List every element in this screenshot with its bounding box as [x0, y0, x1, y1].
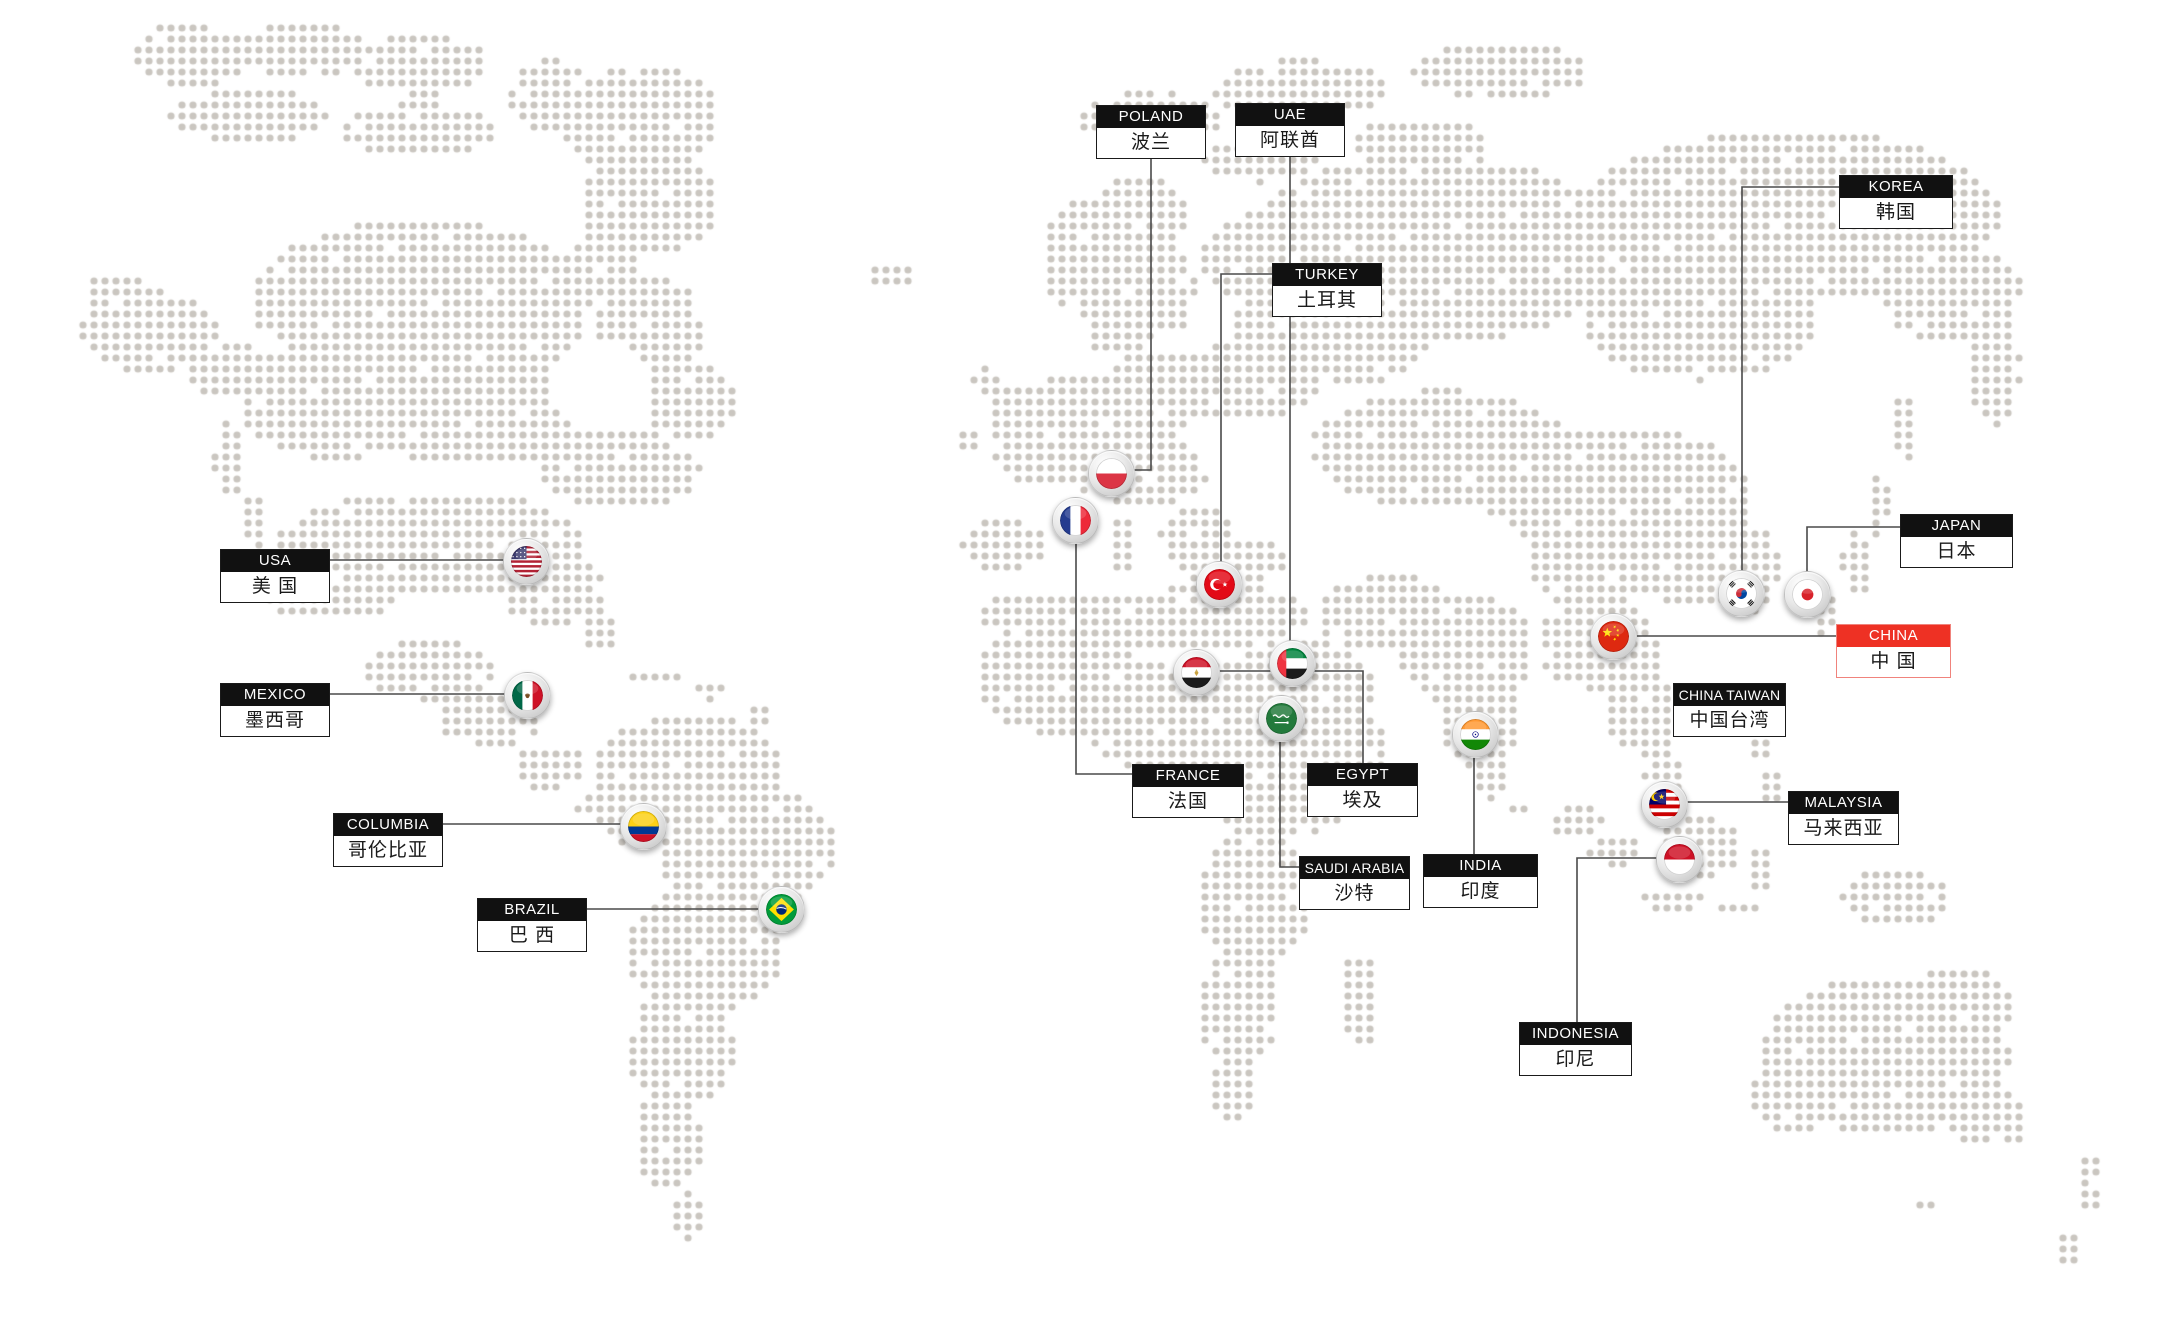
- connector-korea: [1741, 186, 1839, 592]
- malaysia-flag-icon: [1648, 788, 1680, 820]
- connector-france: [1075, 519, 1132, 775]
- uae-flag-icon: [1276, 647, 1308, 679]
- marker-poland[interactable]: [1087, 449, 1135, 497]
- saudi-flag-icon: [1265, 702, 1297, 734]
- marker-egypt[interactable]: [1172, 648, 1220, 696]
- poland-flag-icon: [1095, 457, 1127, 489]
- marker-indonesia[interactable]: [1655, 835, 1703, 883]
- marker-korea[interactable]: [1717, 569, 1765, 617]
- usa-flag-icon: [510, 545, 542, 577]
- connector-saudi-arabia: [1279, 717, 1299, 868]
- egypt-flag-icon: [1180, 656, 1212, 688]
- indonesia-flag-icon: [1663, 843, 1695, 875]
- connector-poland: [1110, 159, 1152, 471]
- marker-mexico[interactable]: [503, 671, 551, 719]
- marker-turkey[interactable]: [1195, 560, 1243, 608]
- china-flag-icon: [1597, 620, 1629, 652]
- turkey-flag-icon: [1203, 568, 1235, 600]
- korea-flag-icon: [1725, 577, 1757, 609]
- japan-flag-icon: [1791, 578, 1823, 610]
- brazil-flag-icon: [765, 893, 797, 925]
- france-flag-icon: [1059, 504, 1091, 536]
- colombia-flag-icon: [627, 810, 659, 842]
- connector-indonesia: [1576, 857, 1678, 1022]
- marker-uae[interactable]: [1268, 639, 1316, 687]
- marker-china[interactable]: [1589, 612, 1637, 660]
- connector-turkey: [1220, 273, 1272, 583]
- marker-france[interactable]: [1051, 496, 1099, 544]
- marker-columbia[interactable]: [619, 802, 667, 850]
- marker-saudi-arabia[interactable]: [1257, 694, 1305, 742]
- marker-usa[interactable]: [502, 537, 550, 585]
- marker-brazil[interactable]: [757, 885, 805, 933]
- marker-malaysia[interactable]: [1640, 780, 1688, 828]
- connector-egypt: [1195, 670, 1364, 763]
- mexico-flag-icon: [511, 679, 543, 711]
- marker-japan[interactable]: [1783, 570, 1831, 618]
- marker-india[interactable]: [1451, 710, 1499, 758]
- india-flag-icon: [1459, 718, 1491, 750]
